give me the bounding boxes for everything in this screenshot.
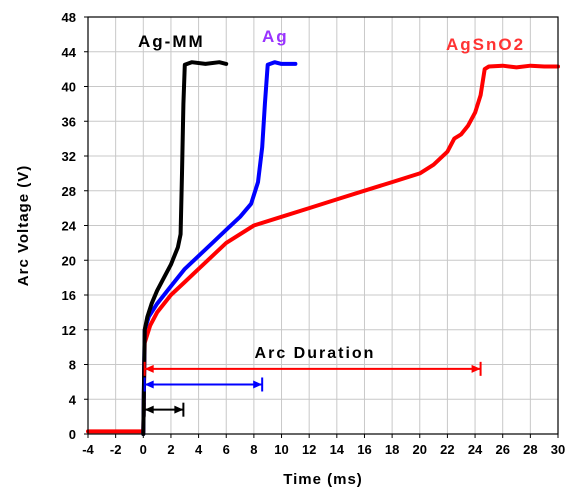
y-tick-label: 40 — [62, 80, 76, 95]
x-tick-label: 0 — [140, 442, 147, 457]
x-tick-label: -2 — [110, 442, 122, 457]
series-line-ag — [141, 60, 298, 436]
y-tick-label: 44 — [62, 45, 77, 60]
series-label-ag: Ag — [262, 27, 289, 46]
duration-arrow-agsno2 — [143, 361, 482, 376]
arc-duration-annotation: Arc Duration — [255, 345, 376, 362]
gridlines — [87, 16, 559, 435]
x-tick-label: 30 — [551, 442, 565, 457]
y-tick-label: 24 — [62, 219, 77, 234]
x-tick-label: 22 — [440, 442, 454, 457]
series-label-ag-mm: Ag-MM — [138, 32, 205, 51]
x-tick-label: 18 — [385, 442, 399, 457]
arrow-head-left — [144, 364, 154, 373]
x-tick-label: 6 — [223, 442, 230, 457]
x-tick-label: 8 — [250, 442, 257, 457]
x-tick-label: 12 — [302, 442, 316, 457]
arrow-head-left — [144, 405, 154, 414]
axis-ticks: -4 -2 0 2 4 6 8 10 12 14 16 18 20 22 24 26 28 30048121620… — [62, 10, 566, 457]
series-line-agsno2 — [86, 63, 560, 434]
x-axis-title: Time (ms) — [283, 471, 363, 488]
x-tick-label: 14 — [330, 442, 345, 457]
y-tick-label: 12 — [62, 323, 76, 338]
duration-arrow-ag — [143, 377, 264, 392]
x-tick-label: 24 — [468, 442, 483, 457]
y-tick-label: 16 — [62, 288, 76, 303]
duration-arrow-ag-mm — [143, 402, 185, 417]
arrow-head-right — [471, 364, 481, 373]
arrow-head-right — [174, 405, 184, 414]
y-tick-label: 8 — [69, 358, 76, 373]
series-line-ag-mm — [141, 60, 229, 436]
y-tick-label: 32 — [62, 149, 76, 164]
x-tick-label: 2 — [167, 442, 174, 457]
y-axis-title: Arc Voltage (V) — [15, 165, 32, 286]
y-tick-label: 0 — [69, 427, 76, 442]
y-tick-label: 36 — [62, 114, 76, 129]
arrow-head-right — [253, 380, 263, 389]
y-tick-label: 20 — [62, 253, 76, 268]
x-tick-label: 10 — [274, 442, 288, 457]
duration-arrows — [143, 361, 482, 417]
x-tick-label: 20 — [413, 442, 427, 457]
x-tick-label: -4 — [82, 442, 94, 457]
arrow-head-left — [144, 380, 154, 389]
x-tick-label: 16 — [357, 442, 371, 457]
y-tick-label: 4 — [69, 392, 77, 407]
x-tick-label: 28 — [523, 442, 537, 457]
y-tick-label: 48 — [62, 10, 76, 25]
series-label-agsno2: AgSnO2 — [446, 35, 525, 54]
y-tick-label: 28 — [62, 184, 76, 199]
x-tick-label: 26 — [495, 442, 509, 457]
series-lines — [86, 60, 560, 436]
x-tick-label: 4 — [195, 442, 203, 457]
